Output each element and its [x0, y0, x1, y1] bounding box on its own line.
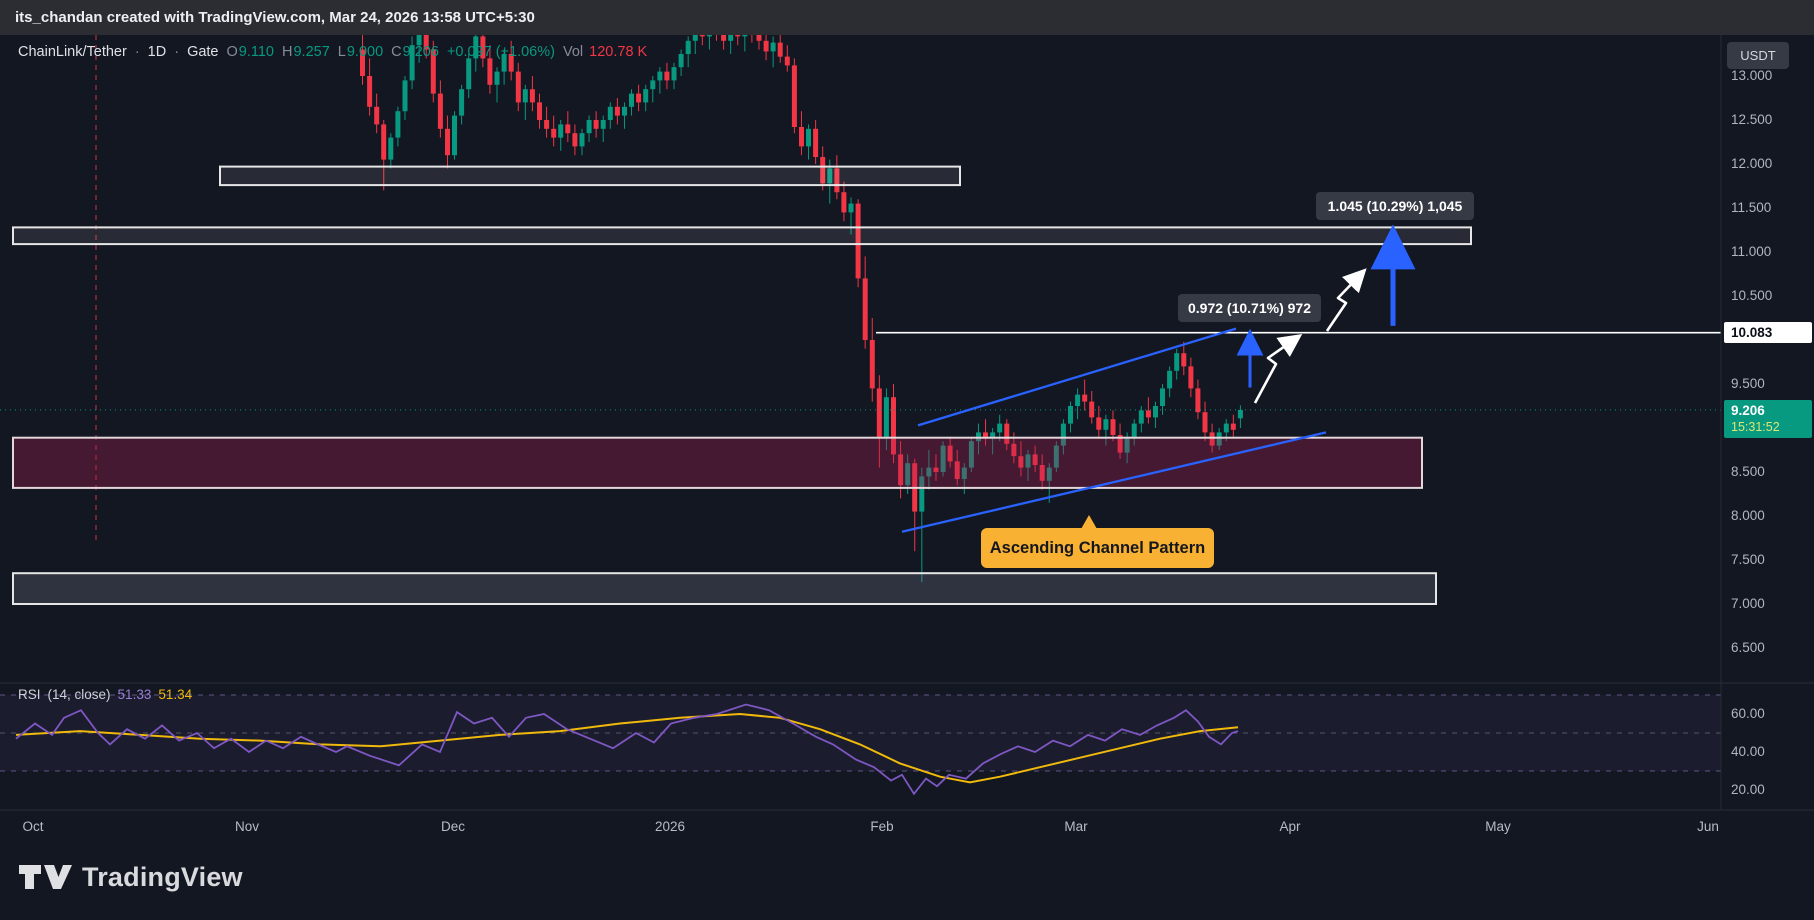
- close-label: C: [391, 44, 402, 60]
- price-zone[interactable]: [12, 436, 1423, 489]
- pattern-callout[interactable]: Ascending Channel Pattern: [981, 515, 1214, 568]
- legend-separator: ·: [134, 44, 140, 60]
- volume-readout: Vol 120.78 K: [563, 44, 647, 60]
- price-line-label: 10.083: [1724, 322, 1812, 343]
- open-value: 9.110: [238, 44, 274, 60]
- price-zone[interactable]: [219, 165, 961, 187]
- rsi-value: 51.33: [117, 687, 152, 702]
- tradingview-logo-text: TradingView: [82, 861, 243, 892]
- ohlc-close: C 9.206: [391, 44, 439, 60]
- interval-label: 1D: [147, 44, 167, 60]
- change-value: +0.097 (+1.06%): [446, 44, 555, 60]
- volume-label: Vol: [562, 44, 584, 60]
- high-label: H: [282, 44, 293, 60]
- last-price-label: 9.206 15:31:52: [1724, 400, 1812, 438]
- pattern-callout-text: Ascending Channel Pattern: [989, 538, 1206, 557]
- main-pane: [0, 35, 1721, 606]
- ohlc-low: L 9.000: [338, 44, 383, 60]
- low-label: L: [337, 44, 346, 60]
- symbol-legend[interactable]: ChainLink/Tether · 1D · Gate O 9.110 H 9…: [18, 44, 647, 60]
- bar-countdown: 15:31:52: [1731, 420, 1780, 434]
- price-range-label-1[interactable]: 0.972 (10.71%) 972: [1178, 294, 1321, 322]
- rsi-title: RSI: [18, 687, 41, 702]
- candlestick-series: [360, 35, 1243, 582]
- low-value: 9.000: [346, 44, 384, 60]
- attribution-text: its_chandan created with TradingView.com…: [15, 9, 535, 26]
- annotation-arrow[interactable]: [1253, 334, 1303, 404]
- rsi-line: [15, 703, 1239, 796]
- rsi-ma-value: 51.34: [158, 687, 193, 702]
- ohlc-open: O 9.110: [227, 44, 275, 60]
- symbol-name: ChainLink/Tether: [18, 44, 127, 60]
- channel-trendline[interactable]: [917, 327, 1237, 427]
- volume-value: 120.78 K: [589, 44, 648, 60]
- price-zone[interactable]: [12, 572, 1437, 606]
- channel-trendline[interactable]: [901, 431, 1327, 533]
- attribution-bar: its_chandan created with TradingView.com…: [0, 0, 1814, 35]
- rsi-params: (14, close): [47, 687, 111, 702]
- exchange-label: Gate: [187, 44, 219, 60]
- ohlc-high: H 9.257: [282, 44, 330, 60]
- tradingview-logo[interactable]: TradingView: [18, 860, 243, 894]
- price-zone[interactable]: [12, 226, 1472, 246]
- tradingview-logo-icon: [19, 865, 72, 889]
- rsi-legend[interactable]: RSI (14, close) 51.33 51.34: [18, 687, 192, 702]
- rsi-ma-line: [15, 712, 1239, 784]
- legend-separator: ·: [174, 44, 180, 60]
- high-value: 9.257: [293, 44, 330, 60]
- price-range-label-2[interactable]: 1.045 (10.29%) 1,045: [1316, 192, 1474, 220]
- currency-toggle-button[interactable]: USDT: [1727, 42, 1789, 69]
- last-price-value: 9.206: [1731, 403, 1765, 418]
- annotation-arrow[interactable]: [1325, 268, 1367, 332]
- open-label: O: [226, 44, 238, 60]
- close-value: 9.206: [402, 44, 439, 60]
